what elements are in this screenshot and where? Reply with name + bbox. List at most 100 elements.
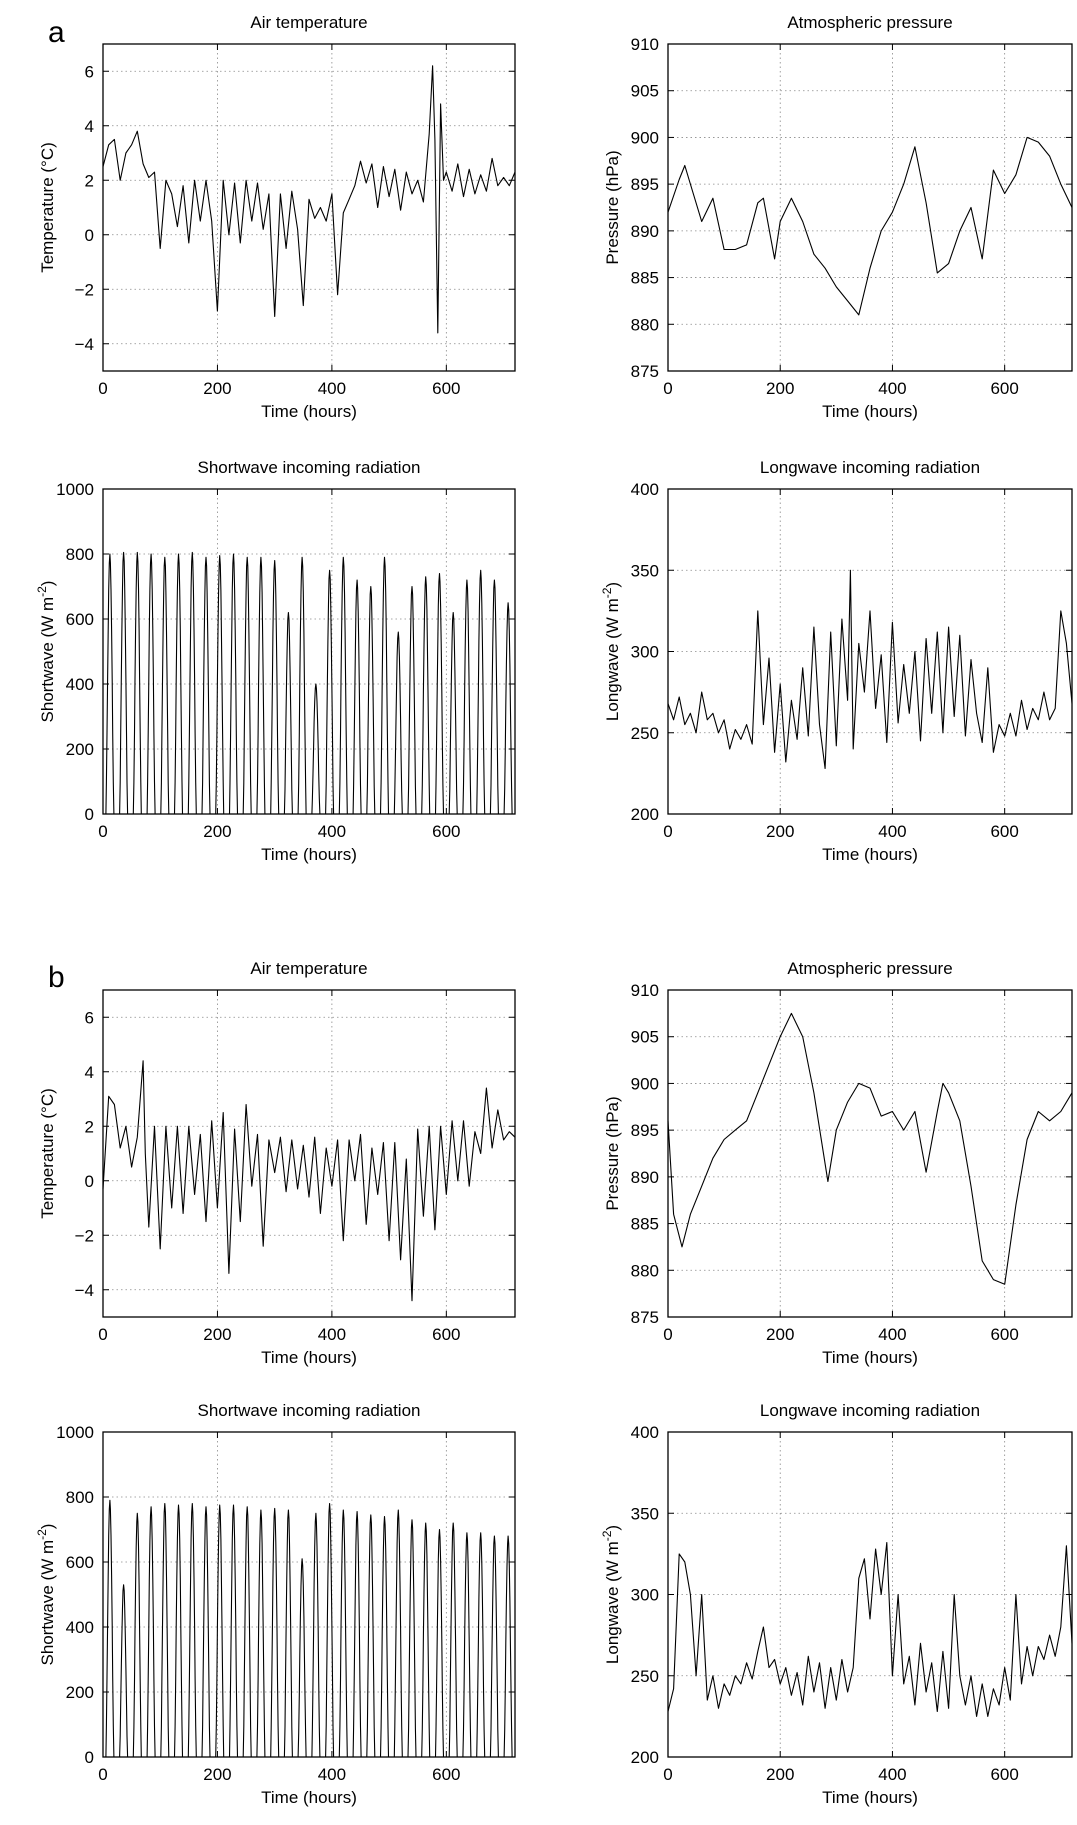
y-tick-label: 875 [631,1308,659,1327]
y-tick-label: 1000 [56,480,94,499]
x-tick-label: 0 [663,1325,672,1344]
series-line [667,569,1073,770]
x-tick-label: 200 [766,1325,794,1344]
chart-b-2: 0 200 400 600 875 880 885 890 895 900 905 910 Atmosp… [603,959,1073,1367]
y-tick-label: 4 [85,1063,94,1082]
x-tick-label: 400 [878,1765,906,1784]
y-tick-label: 900 [631,1074,659,1093]
y-axis-label: Longwave (W m-2) [600,582,622,721]
y-tick-label: 200 [631,1748,659,1767]
x-axis-label: Time (hours) [261,1348,357,1367]
plot-frame [102,488,516,815]
y-tick-label: 880 [631,1261,659,1280]
y-tick-label: 0 [85,226,94,245]
y-tick-label: 905 [631,1028,659,1047]
chart-b-1: 0 200 400 600 −4 −2 0 2 4 6 Air temperature Time (h… [38,959,516,1367]
panel-label-b: b [48,961,65,994]
x-tick-label: 400 [318,1325,346,1344]
x-tick-label: 600 [990,379,1018,398]
y-axis-label: Temperature (°C) [38,142,57,273]
x-tick-label: 600 [990,1765,1018,1784]
chart-title: Atmospheric pressure [787,959,952,978]
y-tick-label: 895 [631,1121,659,1140]
x-tick-label: 200 [203,379,231,398]
x-axis-label: Time (hours) [822,402,918,421]
chart-a-3: 0 200 400 600 0 200 400 600 800 1000 Shortwave inc… [35,458,516,864]
y-axis-label: Longwave (W m-2) [600,1525,622,1664]
x-tick-label: 0 [663,822,672,841]
x-axis-label: Time (hours) [261,845,357,864]
y-tick-label: 250 [631,1667,659,1686]
y-tick-label: 1000 [56,1423,94,1442]
y-tick-label: 800 [66,545,94,564]
y-tick-label: 890 [631,1168,659,1187]
series-line [102,1060,516,1302]
y-axis-label: Shortwave (W m-2) [35,1524,57,1666]
chart-title: Longwave incoming radiation [760,1401,980,1420]
x-tick-label: 600 [990,1325,1018,1344]
plot-frame [102,43,516,372]
y-tick-label: 350 [631,1504,659,1523]
y-tick-label: −2 [75,280,94,299]
y-tick-label: 2 [85,171,94,190]
y-tick-label: 400 [631,1423,659,1442]
y-tick-label: 895 [631,175,659,194]
plot-frame [102,1431,516,1758]
y-tick-label: −4 [75,1281,94,1300]
y-tick-label: 350 [631,561,659,580]
y-tick-label: 0 [85,1172,94,1191]
y-tick-label: 400 [66,675,94,694]
chart-a-1: 0 200 400 600 −4 −2 0 2 4 6 Air temperature Time (h… [38,13,516,421]
x-tick-label: 400 [318,822,346,841]
x-tick-label: 600 [432,1325,460,1344]
x-axis-label: Time (hours) [822,1348,918,1367]
y-tick-label: 6 [85,62,94,81]
y-tick-label: −4 [75,335,94,354]
y-tick-label: 200 [631,805,659,824]
series-line [102,65,516,334]
y-tick-label: 0 [85,1748,94,1767]
y-axis-label: Temperature (°C) [38,1088,57,1219]
series-line [103,1499,515,1758]
y-tick-label: 2 [85,1117,94,1136]
y-tick-label: 800 [66,1488,94,1507]
y-tick-label: 900 [631,128,659,147]
x-axis-label: Time (hours) [822,845,918,864]
y-tick-label: 880 [631,315,659,334]
x-tick-label: 0 [98,1765,107,1784]
x-tick-label: 0 [98,1325,107,1344]
y-tick-label: 300 [631,1586,659,1605]
x-tick-label: 200 [203,1765,231,1784]
series-line [103,551,515,815]
y-tick-label: 600 [66,1553,94,1572]
chart-title: Air temperature [250,13,367,32]
series-line [667,1012,1073,1285]
x-tick-label: 400 [318,1765,346,1784]
chart-title: Atmospheric pressure [787,13,952,32]
x-tick-label: 0 [98,379,107,398]
series-line [667,1541,1073,1717]
x-tick-label: 600 [432,1765,460,1784]
y-tick-label: 600 [66,610,94,629]
y-tick-label: 6 [85,1008,94,1027]
y-tick-label: 250 [631,724,659,743]
x-tick-label: 200 [203,1325,231,1344]
chart-title: Shortwave incoming radiation [197,1401,420,1420]
y-tick-label: 885 [631,269,659,288]
y-tick-label: 200 [66,1683,94,1702]
y-tick-label: 890 [631,222,659,241]
x-axis-label: Time (hours) [261,402,357,421]
x-tick-label: 400 [878,822,906,841]
x-tick-label: 600 [432,379,460,398]
x-tick-label: 400 [878,1325,906,1344]
y-tick-label: 0 [85,805,94,824]
y-axis-label: Shortwave (W m-2) [35,581,57,723]
chart-title: Air temperature [250,959,367,978]
y-axis-label: Pressure (hPa) [603,150,622,264]
x-tick-label: 400 [318,379,346,398]
x-tick-label: 200 [766,379,794,398]
x-tick-label: 600 [432,822,460,841]
